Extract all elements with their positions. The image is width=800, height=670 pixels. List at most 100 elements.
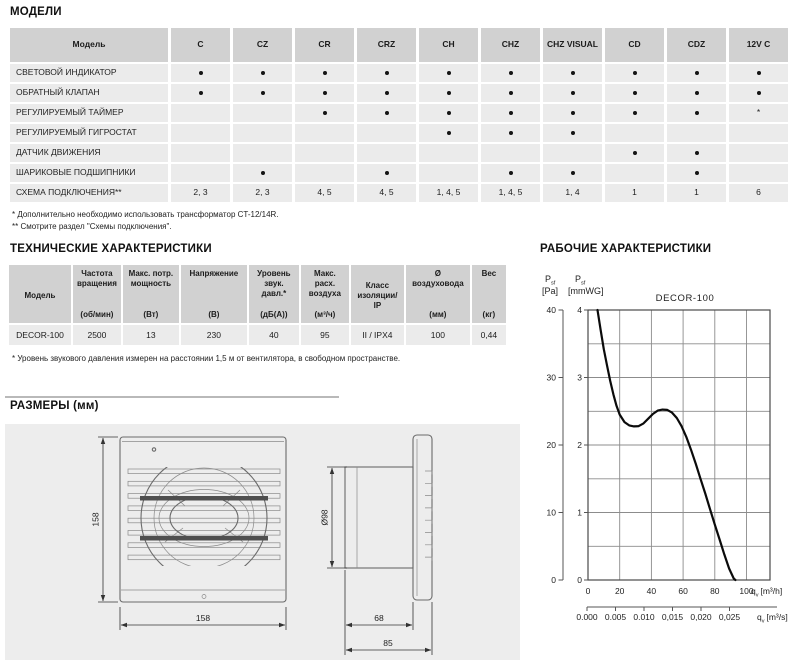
feature-cell [481, 144, 540, 162]
tech-value-cell: 13 [122, 325, 179, 345]
feature-cell [605, 124, 664, 142]
feature-cell [171, 104, 230, 122]
tech-value-cell: 100 [405, 325, 470, 345]
side-grille-slats [425, 470, 433, 561]
svg-text:0: 0 [577, 575, 582, 585]
feature-dot [756, 90, 761, 95]
feature-cell [295, 104, 354, 122]
feature-dot [756, 70, 761, 75]
pa-axis: 0 10 20 30 40 [547, 305, 564, 585]
feature-dot [384, 110, 389, 115]
tech-header-row: Модель Частота вращения (об/мин) Макс. потр… [9, 265, 506, 323]
feature-label: ДАТЧИК ДВИЖЕНИЯ [10, 144, 168, 162]
feature-cell [295, 124, 354, 142]
feature-cell [729, 144, 788, 162]
mmwg-axis-unit: [mmWG] [568, 286, 604, 296]
svg-text:60: 60 [678, 586, 688, 596]
feature-cell [419, 84, 478, 102]
feature-cell: 2, 3 [171, 184, 230, 202]
feature-cell [171, 84, 230, 102]
feature-label: ОБРАТНЫЙ КЛАПАН [10, 84, 168, 102]
feature-cell [729, 84, 788, 102]
feature-dot [508, 90, 513, 95]
feature-cell: 4, 5 [357, 184, 416, 202]
svg-text:0.000: 0.000 [576, 612, 598, 622]
front-view-drawing: 158 158 [91, 436, 287, 630]
feature-dot [570, 170, 575, 175]
feature-dot [632, 90, 637, 95]
svg-text:20: 20 [615, 586, 625, 596]
tech-value-cell: DECOR-100 [9, 325, 71, 345]
models-column-header: CZ [233, 28, 292, 62]
models-table: Модель C CZ CR CRZ CH CHZ CHZ VISUAL CD CDZ 12V C С… [7, 26, 791, 204]
feature-cell: 6 [729, 184, 788, 202]
svg-text:40: 40 [547, 305, 557, 315]
feature-label: СВЕТОВОЙ ИНДИКАТОР [10, 64, 168, 82]
svg-text:0,025: 0,025 [719, 612, 741, 622]
svg-text:0,015: 0,015 [662, 612, 684, 622]
feature-dot [260, 90, 265, 95]
indicator-light-mark [151, 447, 157, 452]
feature-cell [481, 124, 540, 142]
feature-cell: 1 [667, 184, 726, 202]
tech-value-cell: 230 [180, 325, 247, 345]
feature-cell [233, 84, 292, 102]
feature-cell [357, 164, 416, 182]
pa-axis-unit: [Pa] [542, 286, 558, 296]
feature-dot [508, 170, 513, 175]
feature-cell [481, 64, 540, 82]
tech-column-header: Ø воздуховода (мм) [405, 265, 470, 323]
feature-cell [171, 164, 230, 182]
secondary-x-axis: 0.000 0.005 0.010 0,015 0,020 0,025 [576, 606, 777, 622]
svg-text:0: 0 [586, 586, 591, 596]
feature-label: ШАРИКОВЫЕ ПОДШИПНИКИ [10, 164, 168, 182]
tech-column-header: Напряжение (В) [180, 265, 247, 323]
feature-cell [295, 84, 354, 102]
feature-cell [605, 64, 664, 82]
tech-footnote: * Уровень звукового давления измерен на … [12, 354, 401, 363]
feature-cell: 4, 5 [295, 184, 354, 202]
side-view-drawing: Ø98 68 85 [320, 434, 433, 655]
feature-dot [446, 90, 451, 95]
feature-cell [729, 124, 788, 142]
feature-dot [260, 170, 265, 175]
secondary-axis-unit: qv [m³/s] [757, 612, 788, 625]
tech-column-header: Вес (кг) [471, 265, 506, 323]
feature-cell [667, 84, 726, 102]
svg-text:20: 20 [547, 440, 557, 450]
svg-text:0.005: 0.005 [605, 612, 627, 622]
feature-cell [543, 124, 602, 142]
front-height-dimension: 158 [91, 512, 101, 526]
feature-row: РЕГУЛИРУЕМЫЙ ГИГРОСТАТ [10, 124, 788, 142]
feature-dot [446, 110, 451, 115]
feature-row: ДАТЧИК ДВИЖЕНИЯ [10, 144, 788, 162]
feature-cell [233, 64, 292, 82]
feature-cell [543, 104, 602, 122]
screw-mark [201, 594, 207, 599]
tech-value-cell: 95 [300, 325, 349, 345]
feature-dot [384, 90, 389, 95]
dimension-drawings: 158 158 Ø98 [91, 434, 433, 655]
feature-cell [419, 104, 478, 122]
feature-cell: 1, 4, 5 [481, 184, 540, 202]
tech-value-cell: II / IPX4 [350, 325, 404, 345]
feature-row: СХЕМА ПОДКЛЮЧЕНИЯ** 2, 3 2, 3 4, 5 4, 5 1, 4,… [10, 184, 788, 202]
models-column-header: CRZ [357, 28, 416, 62]
tech-value-cell: 2500 [73, 325, 121, 345]
models-column-header: C [171, 28, 230, 62]
feature-cell [543, 84, 602, 102]
svg-text:0,020: 0,020 [690, 612, 712, 622]
total-depth-dimension: 85 [383, 638, 393, 648]
feature-cell: 2, 3 [233, 184, 292, 202]
feature-dot [694, 150, 699, 155]
feature-row: ШАРИКОВЫЕ ПОДШИПНИКИ [10, 164, 788, 182]
feature-cell [605, 84, 664, 102]
feature-dot [694, 70, 699, 75]
feature-cell [233, 104, 292, 122]
models-column-header: CHZ VISUAL [543, 28, 602, 62]
models-footnote-1: * Дополнительно необходимо использовать … [12, 210, 279, 219]
feature-cell [419, 144, 478, 162]
front-slat-bar [140, 496, 268, 501]
models-section-title: МОДЕЛИ [10, 6, 62, 18]
